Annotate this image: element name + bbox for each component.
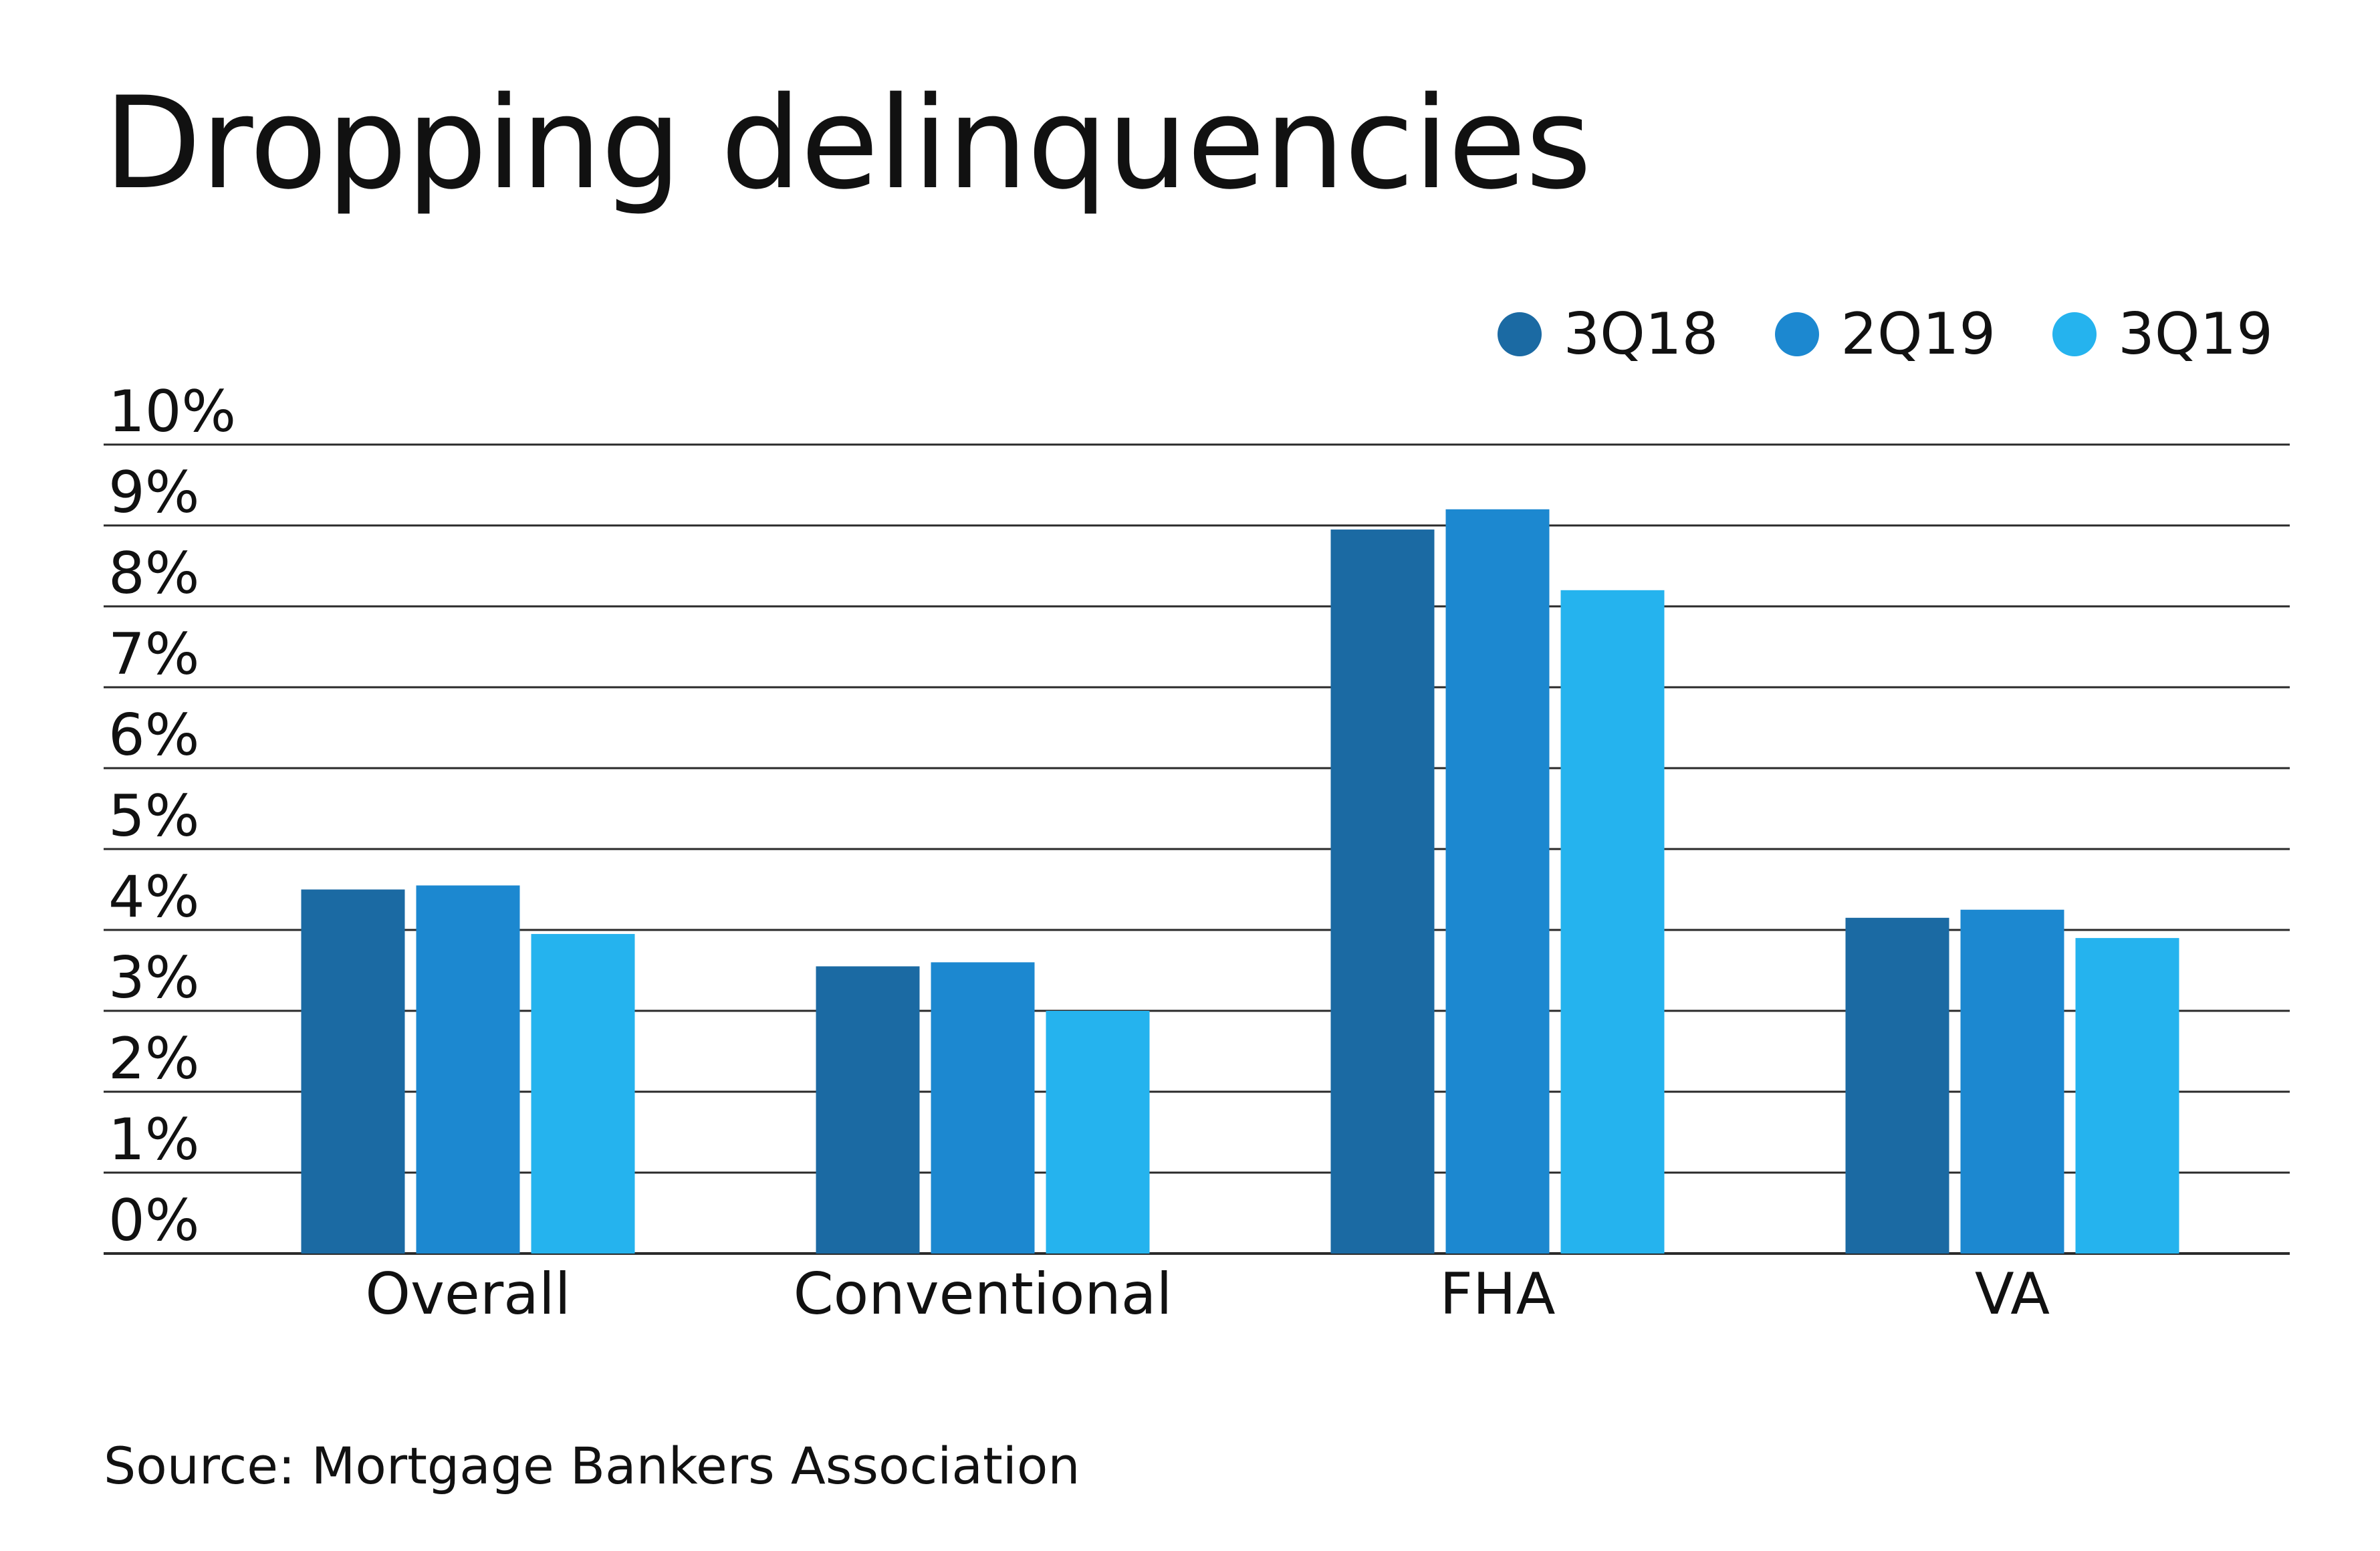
bar-va-3q18 <box>1845 917 1949 1254</box>
x-tick-label: Conventional <box>794 1261 1173 1328</box>
legend: 3Q18 2Q19 3Q19 <box>1441 294 2273 374</box>
legend-swatch <box>1775 312 1820 356</box>
bar-conventional-3q19 <box>1046 1011 1150 1254</box>
bar-overall-3q19 <box>531 934 635 1254</box>
legend-item: 3Q19 <box>2052 306 2273 363</box>
legend-label: 3Q18 <box>1563 301 1719 368</box>
x-tick-label: FHA <box>1440 1261 1556 1328</box>
y-tick-label: 9% <box>108 459 199 526</box>
legend-label: 2Q19 <box>1840 301 1996 368</box>
bar-fha-3q19 <box>1560 590 1665 1254</box>
x-tick-label: Overall <box>365 1261 570 1328</box>
bar-va-3q19 <box>2075 938 2179 1254</box>
x-tick-label: VA <box>1975 1261 2050 1328</box>
bar-overall-2q19 <box>416 885 520 1254</box>
legend-swatch <box>1498 312 1542 356</box>
chart-title: Dropping delinquencies <box>104 70 1592 217</box>
source-note: Source: Mortgage Bankers Association <box>104 1436 1080 1496</box>
bar-fha-3q18 <box>1330 529 1435 1254</box>
y-tick-label: 3% <box>108 945 199 1011</box>
y-tick-label: 6% <box>108 702 199 769</box>
y-tick-label: 4% <box>108 864 199 931</box>
y-tick-label: 10% <box>108 378 236 445</box>
legend-item: 3Q18 <box>1498 306 1718 363</box>
bar-va-2q19 <box>1960 909 2064 1254</box>
legend-swatch <box>2052 312 2097 356</box>
bar-fha-2q19 <box>1445 509 1550 1254</box>
bar-conventional-3q18 <box>816 966 920 1254</box>
y-tick-label: 8% <box>108 540 199 607</box>
legend-label: 3Q19 <box>2118 301 2273 368</box>
legend-item: 2Q19 <box>1775 306 1996 363</box>
y-tick-label: 5% <box>108 783 199 850</box>
y-tick-label: 7% <box>108 621 199 688</box>
bar-conventional-2q19 <box>931 962 1035 1254</box>
y-tick-label: 1% <box>108 1106 199 1173</box>
bar-overall-3q18 <box>301 889 405 1254</box>
y-tick-label: 2% <box>108 1026 199 1092</box>
y-tick-label: 0% <box>108 1187 199 1254</box>
